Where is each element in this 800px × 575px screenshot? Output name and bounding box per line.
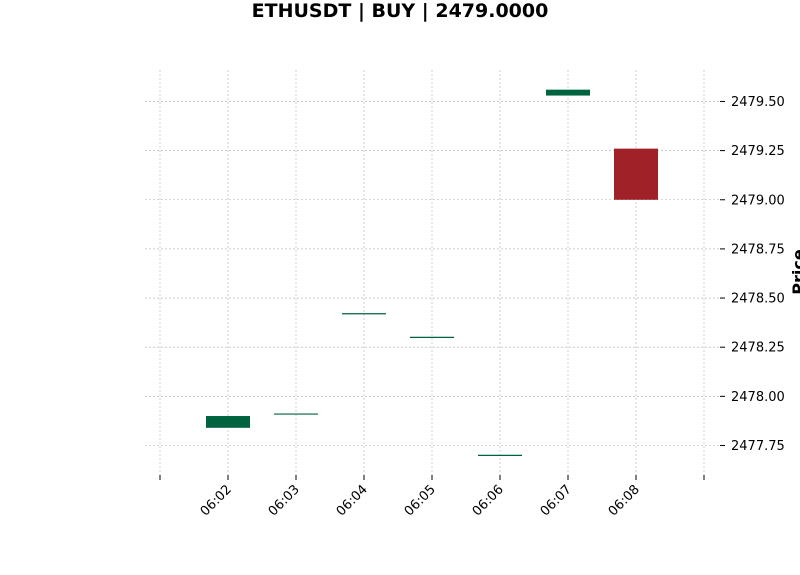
y-axis-label: Price [789,249,800,295]
y-tick-label: 2478.25 [731,341,785,356]
y-tick-label: 2478.00 [731,390,785,405]
x-tick-label: 06:07 [538,482,575,519]
candle-body [614,148,658,200]
x-tick-label: 06:03 [266,482,303,519]
grid-lines [145,70,720,475]
y-tick-label: 2479.00 [731,193,785,208]
y-tick-label: 2479.50 [731,95,785,110]
chart-title: ETHUSDT | BUY | 2479.0000 [252,0,549,22]
x-axis: 06:02 06:03 06:04 06:05 06:06 06:07 06:08 [159,475,705,519]
y-tick-label: 2478.75 [731,242,785,257]
x-tick-label: 06:05 [402,482,439,519]
candle-body [546,89,590,96]
y-tick-label: 2477.75 [731,439,785,454]
x-tick-label: 06:02 [198,482,235,519]
y-axis: 2477.75 2478.00 2478.25 2478.50 2478.75 2479.… [720,95,785,454]
x-tick-label: 06:06 [470,482,507,519]
y-tick-label: 2479.25 [731,144,785,159]
x-tick-label: 06:08 [606,482,643,519]
y-tick-label: 2478.50 [731,292,785,307]
candle-body [206,416,250,428]
x-tick-label: 06:04 [334,482,371,519]
candles [206,89,658,456]
